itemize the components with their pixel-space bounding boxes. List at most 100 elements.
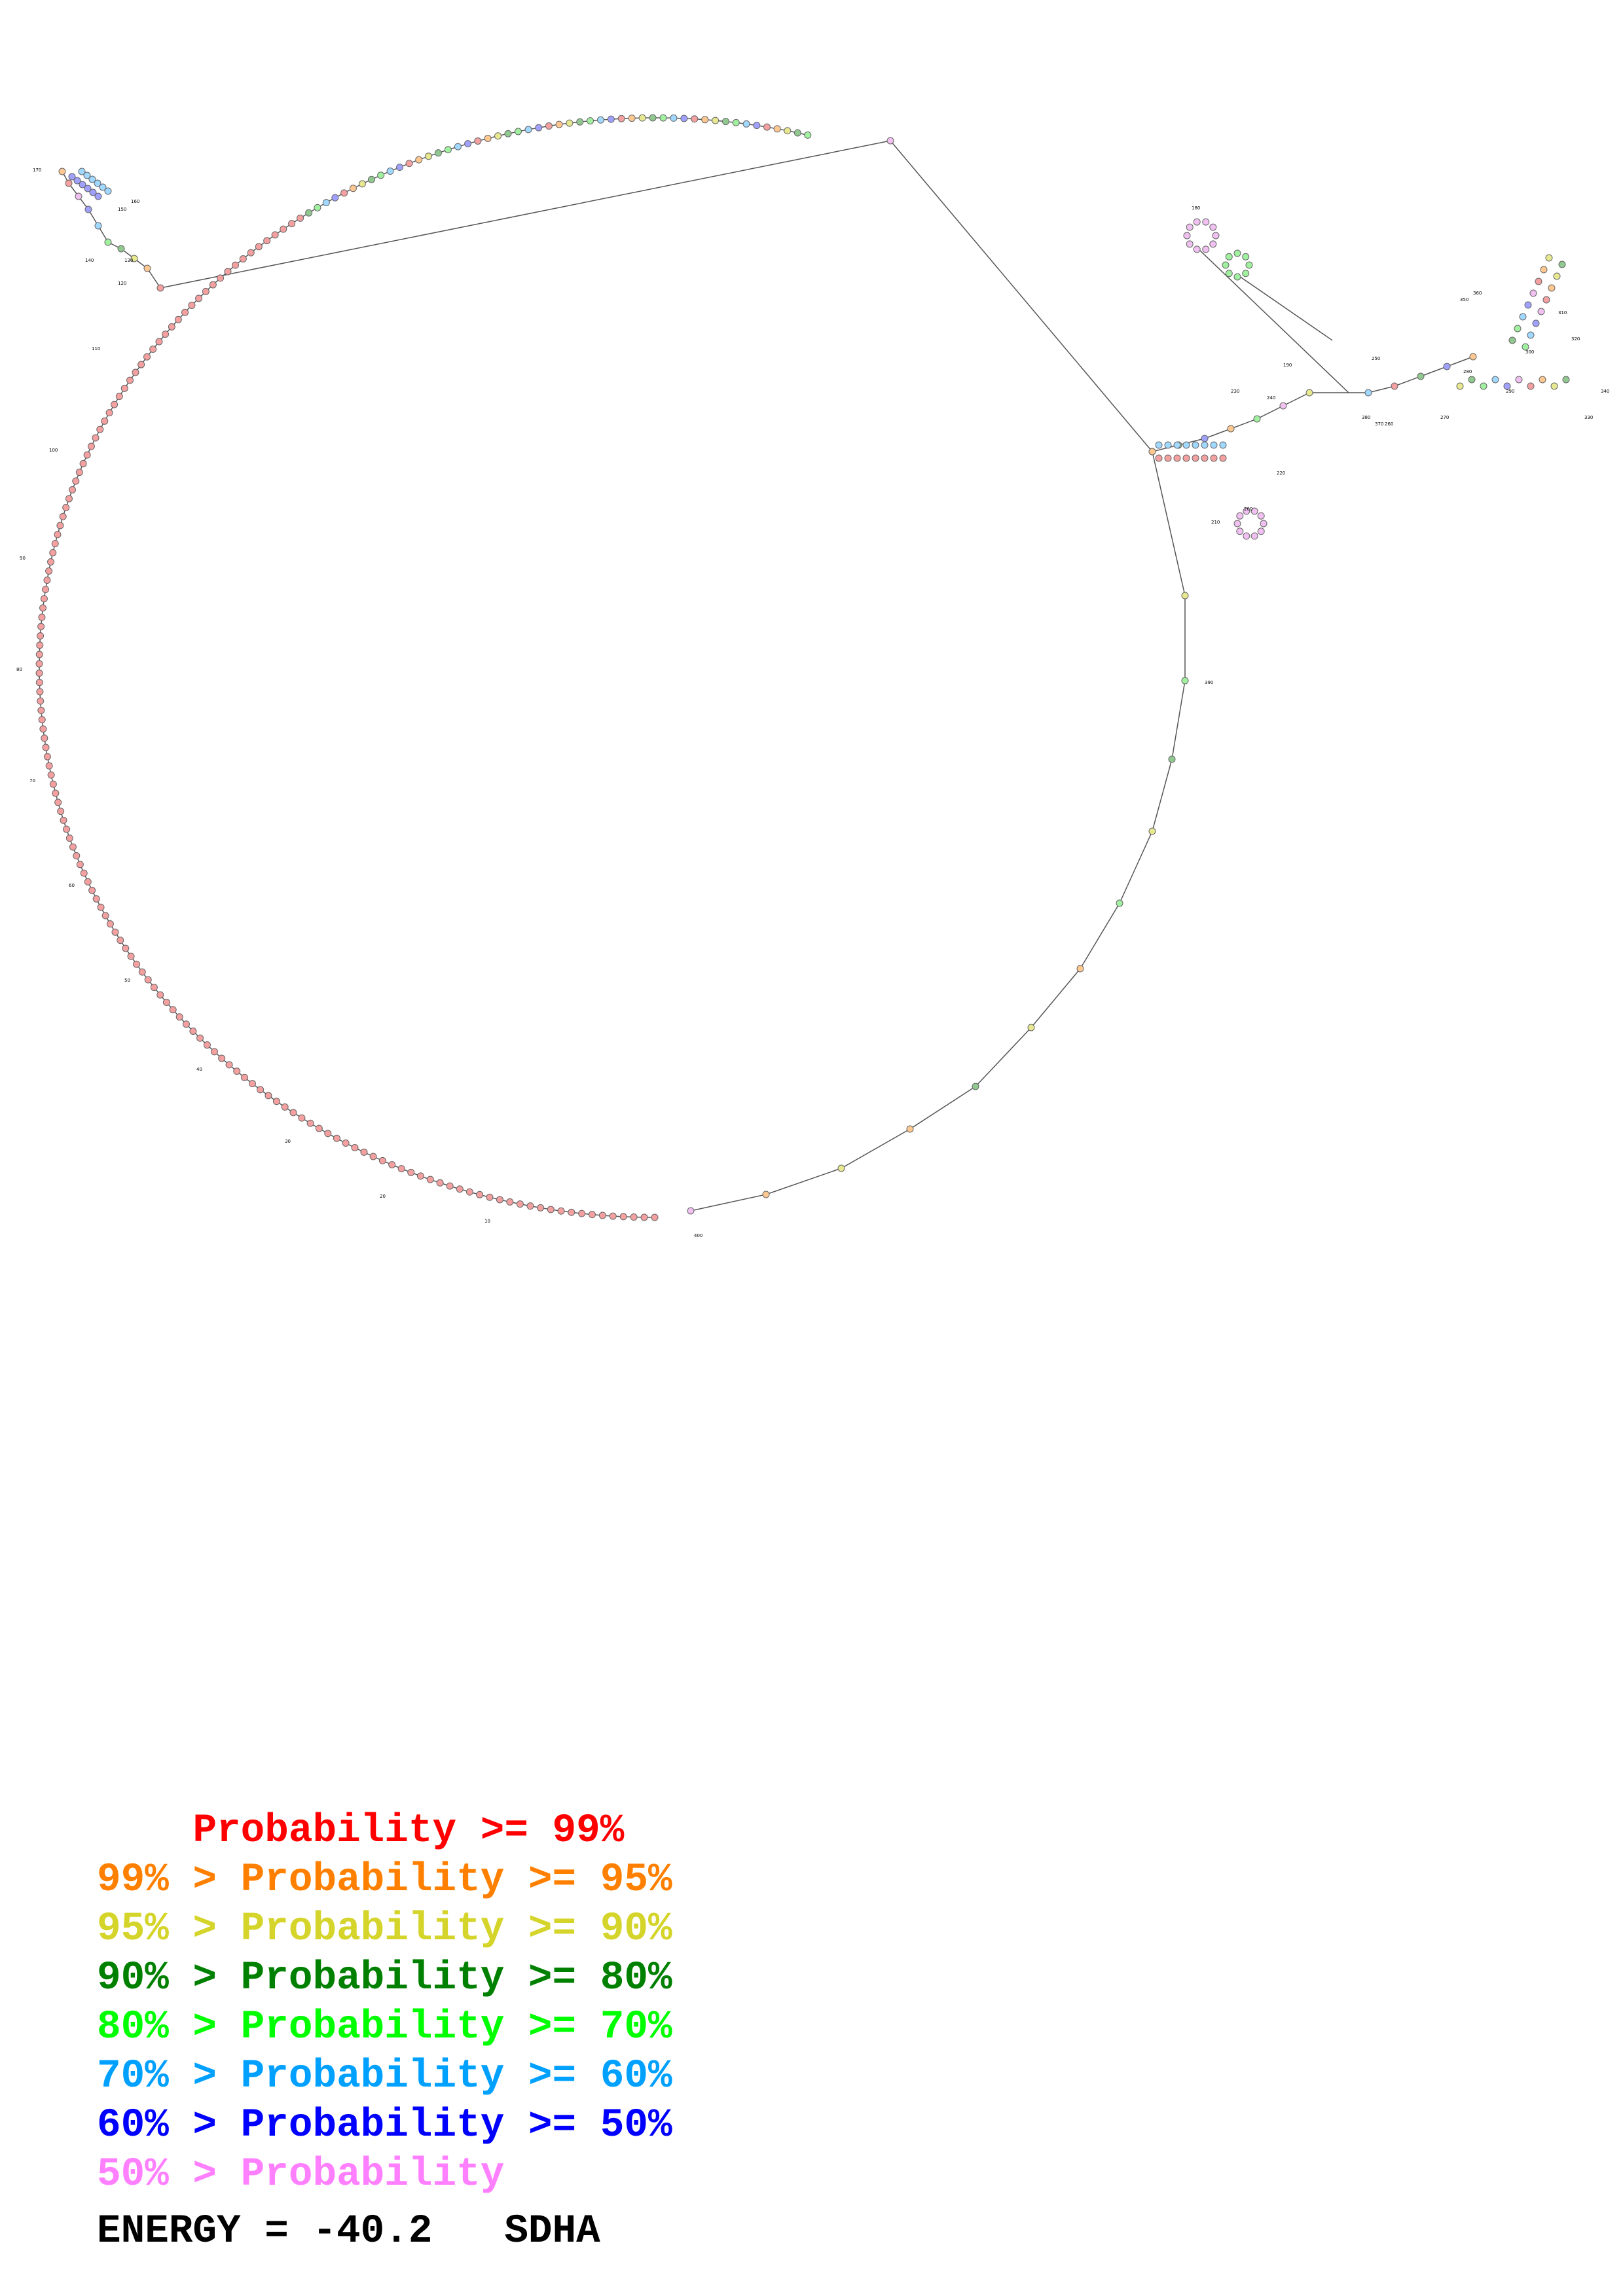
nucleotide — [476, 1191, 484, 1198]
nucleotide — [59, 512, 67, 520]
nucleotide — [37, 697, 45, 705]
nucleotide — [196, 1034, 204, 1042]
nucleotide — [127, 952, 135, 960]
nucleotide — [99, 183, 107, 191]
nucleotide — [1233, 520, 1241, 528]
nucleotide — [92, 895, 100, 903]
nucleotide — [1250, 532, 1258, 540]
nucleotide — [1305, 389, 1313, 397]
nucleotide — [174, 315, 182, 323]
backbone-segment — [1230, 418, 1258, 429]
nucleotide — [762, 1191, 770, 1198]
nucleotide — [753, 122, 761, 130]
nucleotide — [272, 1098, 280, 1105]
nucleotide — [1257, 512, 1265, 520]
nucleotide — [89, 188, 97, 196]
nucleotide — [36, 641, 44, 649]
backbone-segment — [1119, 831, 1153, 904]
nucleotide — [436, 1179, 444, 1187]
position-label: 150 — [118, 207, 126, 212]
nucleotide — [496, 1196, 503, 1204]
nucleotide — [1192, 441, 1199, 449]
nucleotide — [45, 762, 53, 770]
backbone-segment — [1152, 451, 1186, 596]
nucleotide — [65, 179, 73, 187]
nucleotide — [456, 1185, 464, 1193]
backbone-segment — [1237, 274, 1333, 341]
backbone-segment — [1197, 248, 1349, 393]
nucleotide — [342, 1139, 350, 1147]
position-label: 80 — [16, 667, 22, 672]
nucleotide — [619, 1213, 627, 1221]
nucleotide — [1225, 270, 1233, 278]
nucleotide — [640, 1213, 648, 1221]
nucleotide — [1181, 592, 1189, 600]
nucleotide — [168, 323, 175, 331]
nucleotide — [322, 199, 330, 207]
position-label: 30 — [285, 1139, 291, 1144]
nucleotide — [1186, 240, 1194, 248]
nucleotide — [35, 669, 43, 677]
nucleotide — [331, 194, 339, 202]
legend-row: 90% > Probability >= 80% — [97, 1954, 672, 2003]
backbone-segment — [1420, 366, 1448, 377]
nucleotide — [351, 1144, 359, 1152]
nucleotide — [1553, 272, 1561, 280]
position-label: 390 — [1205, 680, 1213, 685]
position-label: 330 — [1584, 415, 1593, 420]
nucleotide — [1480, 382, 1487, 390]
nucleotide — [340, 189, 348, 197]
nucleotide — [101, 912, 109, 920]
position-label: 340 — [1601, 389, 1609, 394]
backbone-segment — [1204, 428, 1231, 439]
nucleotide — [426, 1175, 434, 1183]
nucleotide — [547, 1206, 555, 1213]
nucleotide — [446, 1182, 454, 1190]
position-label: 130 — [124, 258, 133, 263]
nucleotide — [1210, 441, 1218, 449]
nucleotide — [1186, 223, 1194, 231]
position-label: 70 — [29, 778, 35, 783]
nucleotide — [54, 531, 62, 539]
nucleotide — [241, 1073, 249, 1081]
nucleotide — [680, 115, 688, 122]
position-label: 350 — [1460, 297, 1468, 302]
nucleotide — [1243, 532, 1250, 540]
nucleotide — [1257, 528, 1265, 535]
position-label: 360 — [1473, 291, 1482, 296]
position-label: 290 — [1506, 389, 1514, 394]
nucleotide — [638, 114, 646, 122]
nucleotide — [298, 1114, 306, 1122]
nucleotide — [49, 780, 57, 788]
nucleotide — [84, 878, 92, 886]
nucleotide — [1242, 253, 1250, 260]
nucleotide — [1253, 415, 1261, 423]
position-label: 400 — [694, 1233, 702, 1238]
nucleotide — [358, 180, 366, 188]
legend-prefix: 95% > — [97, 1907, 241, 1952]
nucleotide — [1202, 218, 1210, 226]
nucleotide — [1532, 319, 1540, 327]
nucleotide — [1535, 278, 1542, 285]
nucleotide — [35, 660, 43, 668]
nucleotide — [62, 504, 70, 512]
backbone-segment — [160, 140, 891, 289]
position-labels: 10 20 30 40 50 60 70 80 90 100 110 120 130 140 150 160 1… — [16, 168, 1609, 1238]
nucleotide — [1182, 454, 1190, 462]
nucleotide — [1227, 425, 1235, 433]
nucleotide — [587, 117, 594, 125]
nucleotide — [454, 143, 462, 151]
nucleotide — [1168, 755, 1176, 763]
nucleotide — [1201, 435, 1209, 442]
nucleotide — [598, 1211, 606, 1219]
nucleotide — [105, 409, 113, 417]
nucleotide — [378, 1157, 386, 1164]
nucleotide — [1558, 260, 1566, 268]
nucleotide — [1219, 454, 1227, 462]
nucleotide — [38, 716, 46, 724]
legend-text: Probability >= 80% — [240, 1956, 672, 2001]
nucleotide — [68, 486, 76, 493]
nucleotide — [162, 331, 170, 338]
nucleotide — [1236, 512, 1244, 520]
nucleotide — [1164, 454, 1172, 462]
